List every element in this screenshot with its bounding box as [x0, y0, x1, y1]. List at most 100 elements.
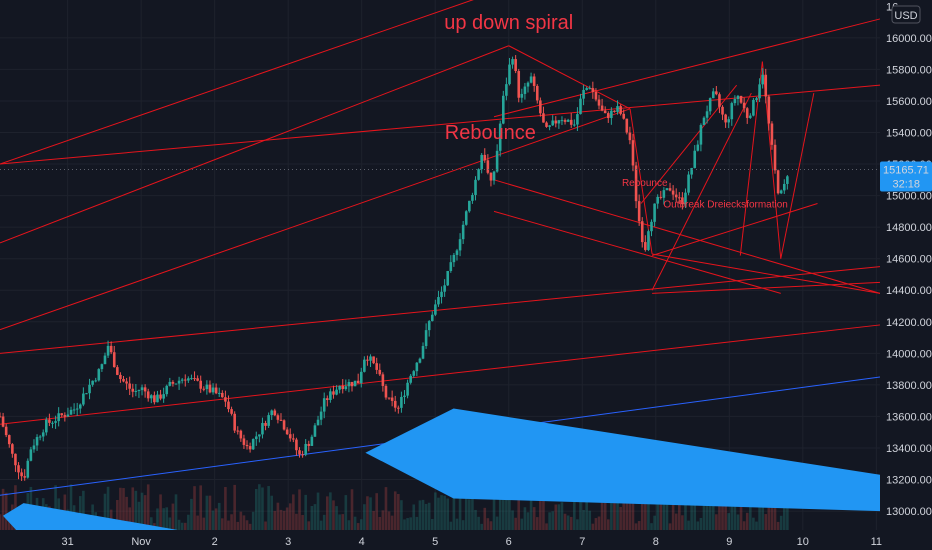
candle-body [202, 388, 206, 390]
current-price-tag: 15165.71 32:18 [880, 161, 932, 192]
volume-bar [779, 515, 783, 530]
candle-body [341, 386, 345, 390]
candle-body [97, 369, 101, 381]
volume-bar [258, 484, 261, 530]
volume-bar [662, 500, 666, 530]
arrow-shape [365, 408, 880, 512]
candle-body [647, 231, 650, 250]
candle-body [566, 119, 570, 122]
currency-button[interactable]: USD [891, 5, 921, 24]
volume-bar [378, 516, 382, 530]
candle-body [434, 304, 437, 315]
volume-bar [745, 512, 749, 530]
price-tick-label: 13200.00 [886, 475, 932, 487]
candle-body [483, 154, 487, 161]
candle-body [548, 125, 551, 127]
candle-body [560, 120, 564, 122]
volume-bar [471, 487, 474, 530]
time-axis[interactable]: 31 Nov 2 3 4 5 6 7 8 9 10 11 [62, 536, 883, 548]
candle-body [329, 391, 332, 401]
volume-bar [511, 510, 514, 530]
volume-bar [545, 523, 548, 530]
candle-body [196, 378, 199, 381]
time-tick-label: 4 [359, 536, 365, 548]
volume-bar [356, 523, 360, 530]
candle-body [569, 119, 573, 125]
candle-body [421, 346, 425, 359]
time-tick-label: 10 [797, 536, 809, 548]
candle-body [211, 387, 215, 393]
volume-bar [156, 508, 159, 530]
volume-bar [319, 520, 323, 530]
volume-bar [529, 492, 533, 530]
volume-bar [134, 490, 138, 530]
volume-bar [690, 491, 693, 530]
time-tick-label: 11 [871, 536, 882, 548]
candle-body [650, 221, 653, 232]
candle-body [45, 419, 48, 433]
volume-bar [437, 497, 440, 530]
volume-bar [739, 490, 743, 530]
volume-bar [684, 502, 687, 530]
volume-bar [588, 510, 592, 530]
candle-body [606, 113, 610, 119]
price-tick-label: 16000.00 [886, 33, 932, 45]
volume-bar [372, 510, 375, 530]
volume-bar [427, 502, 431, 530]
volume-bar [208, 495, 212, 530]
candle-body [307, 443, 311, 446]
volume-bar [619, 506, 622, 530]
candle-body [17, 465, 20, 473]
volume-bar [295, 513, 298, 530]
time-tick-label: 8 [653, 536, 659, 548]
candle-body [378, 369, 382, 375]
candle-body [461, 224, 465, 240]
volume-bar [749, 503, 752, 530]
candle-body [63, 415, 67, 417]
volume-bar [69, 484, 73, 530]
volume-bar [292, 494, 295, 530]
volume-bar [335, 506, 338, 530]
volume-bar [514, 517, 517, 530]
candle-body [356, 380, 360, 384]
volume-bar [329, 492, 332, 530]
volume-bar [610, 488, 613, 530]
candle-body [233, 413, 236, 431]
candle-body [162, 394, 165, 399]
volume-bar [393, 491, 397, 530]
volume-bar [193, 486, 196, 530]
candle-body [103, 355, 107, 365]
candle-body [514, 59, 517, 72]
candle-body [264, 422, 267, 426]
candle-body [29, 449, 33, 461]
volume-bar [400, 500, 403, 530]
volume-bar [205, 495, 209, 530]
volume-bar [418, 500, 422, 530]
candle-body [11, 444, 14, 454]
volume-bar [696, 521, 700, 530]
price-tick-label: 15800.00 [886, 64, 932, 76]
volume-bar [468, 499, 471, 530]
candle-body [415, 362, 419, 372]
volume-bar [776, 521, 780, 530]
candle-body [292, 438, 295, 440]
candle-body [375, 363, 379, 370]
candle-body [217, 392, 221, 394]
candle-body [418, 358, 422, 363]
volume-bar [332, 500, 335, 530]
candle-body [7, 435, 11, 445]
candle-body [91, 380, 94, 385]
volume-bar [671, 496, 675, 530]
candle-body [100, 364, 104, 370]
candle-body [88, 384, 91, 394]
candle-body [640, 221, 644, 243]
trend-line [0, 0, 474, 165]
volume-bar [718, 495, 721, 530]
candle-body [276, 415, 280, 420]
volume-bar [758, 503, 761, 530]
volume-bar [650, 523, 653, 530]
price-tick-label: 14600.00 [886, 254, 932, 266]
volume-bar [767, 505, 771, 530]
volume-bar [721, 497, 724, 530]
